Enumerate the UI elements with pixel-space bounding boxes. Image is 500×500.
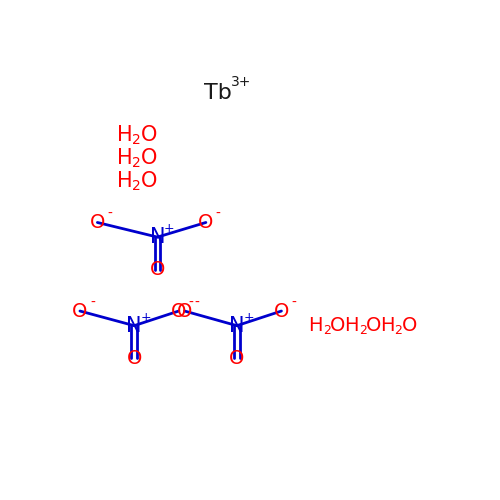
Text: O: O: [366, 316, 382, 335]
Text: O: O: [402, 316, 417, 335]
Text: O: O: [274, 302, 289, 320]
Text: O: O: [150, 260, 165, 280]
Text: O: O: [141, 172, 157, 192]
Text: 2: 2: [132, 180, 141, 194]
Text: 2: 2: [324, 324, 331, 337]
Text: N: N: [229, 316, 244, 336]
Text: O: O: [141, 148, 157, 168]
Text: O: O: [72, 302, 88, 320]
Text: -: -: [90, 296, 95, 310]
Text: O: O: [171, 302, 186, 320]
Text: O: O: [330, 316, 345, 335]
Text: H: H: [308, 316, 323, 335]
Text: N: N: [150, 227, 165, 247]
Text: -: -: [108, 207, 112, 221]
Text: O: O: [198, 213, 214, 232]
Text: +: +: [140, 310, 151, 324]
Text: H: H: [380, 316, 394, 335]
Text: H: H: [117, 148, 132, 168]
Text: Tb: Tb: [204, 82, 232, 102]
Text: -: -: [188, 296, 194, 310]
Text: O: O: [141, 125, 157, 145]
Text: 2: 2: [132, 156, 141, 170]
Text: H: H: [117, 172, 132, 192]
Text: O: O: [229, 349, 244, 368]
Text: +: +: [164, 222, 174, 235]
Text: O: O: [177, 302, 192, 320]
Text: -: -: [292, 296, 296, 310]
Text: H: H: [117, 125, 132, 145]
Text: O: O: [126, 349, 142, 368]
Text: 2: 2: [359, 324, 367, 337]
Text: -: -: [194, 296, 200, 310]
Text: H: H: [344, 316, 358, 335]
Text: O: O: [90, 213, 105, 232]
Text: 2: 2: [394, 324, 402, 337]
Text: +: +: [243, 310, 254, 324]
Text: 3+: 3+: [230, 75, 251, 89]
Text: -: -: [216, 207, 220, 221]
Text: 2: 2: [132, 133, 141, 147]
Text: N: N: [126, 316, 142, 336]
